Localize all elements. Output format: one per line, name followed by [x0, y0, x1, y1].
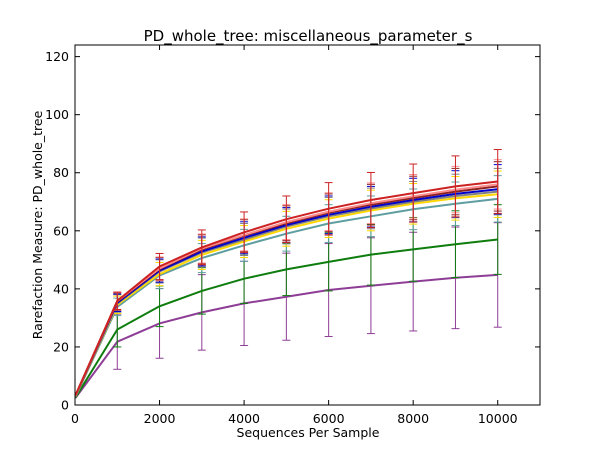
series-1 — [74, 222, 502, 399]
y-tick-label: 40 — [53, 281, 69, 296]
y-axis-label: Rarefaction Measure: PD_whole_tree — [30, 110, 45, 339]
plot-marks — [74, 149, 502, 399]
y-tick-label: 80 — [53, 165, 69, 180]
chart-title: PD_whole_tree: miscellaneous_parameter_s — [144, 27, 473, 46]
x-tick-label: 0 — [71, 411, 79, 426]
axis-ticks: 0 2000 4000 6000 8000 10000 0 20 40 60 80 100 120 — [45, 45, 540, 426]
series-line — [74, 180, 498, 396]
x-tick-label: 8000 — [397, 411, 429, 426]
x-tick-label: 4000 — [228, 411, 260, 426]
y-tick-label: 0 — [61, 398, 69, 413]
x-tick-label: 10000 — [478, 411, 518, 426]
x-tick-label: 2000 — [144, 411, 176, 426]
x-axis-label: Sequences Per Sample — [237, 425, 380, 440]
series-line — [74, 273, 498, 399]
series-2 — [74, 204, 502, 399]
plot-frame — [74, 44, 541, 406]
series-9 — [74, 149, 502, 396]
series-line — [74, 238, 498, 399]
y-tick-label: 100 — [45, 107, 69, 122]
y-tick-label: 60 — [53, 223, 69, 238]
x-tick-label: 6000 — [313, 411, 345, 426]
y-tick-label: 120 — [45, 49, 69, 64]
y-tick-label: 20 — [53, 339, 69, 354]
